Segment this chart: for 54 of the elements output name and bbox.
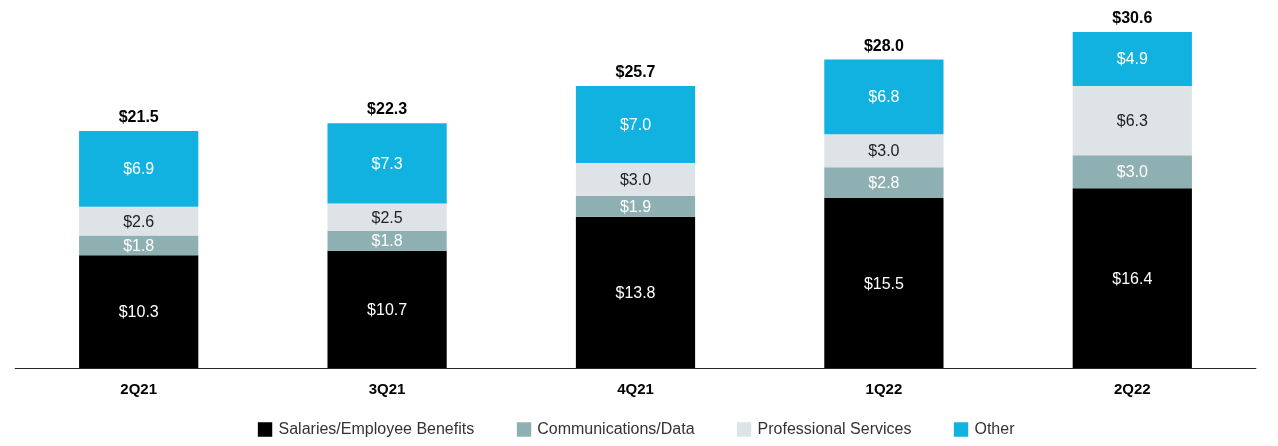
data-label: $15.5 (863, 274, 905, 292)
bar (79, 235, 199, 256)
bar (1072, 188, 1192, 369)
data-label: $3.0 (868, 142, 900, 160)
data-label: $1.8 (123, 236, 155, 254)
data-label: $7.0 (619, 115, 652, 133)
data-label: $3.0 (1116, 163, 1148, 181)
total-label: $30.6 (1112, 9, 1153, 27)
data-label: $1.8 (371, 232, 403, 250)
data-label: $13.8 (615, 284, 656, 302)
data-label: $4.9 (1116, 50, 1148, 68)
data-label: $6.8 (868, 88, 900, 106)
legend-label: Professional Services (757, 420, 912, 438)
bar (327, 231, 447, 251)
data-label: $2.6 (123, 212, 155, 230)
bar (1072, 32, 1192, 86)
legend-label: Other (974, 420, 1015, 438)
bar (79, 131, 199, 207)
bar (824, 134, 944, 168)
data-label: $10.7 (367, 301, 408, 319)
x-tick-label: 1Q22 (865, 379, 903, 397)
bar (575, 216, 696, 369)
data-label: $6.9 (123, 160, 155, 178)
data-label: $10.3 (118, 303, 159, 321)
bar (575, 162, 696, 196)
data-label: $3.0 (619, 170, 652, 188)
data-label: $2.5 (371, 208, 403, 226)
legend-label: Communications/Data (537, 420, 695, 438)
legend-label: Salaries/Employee Benefits (278, 420, 475, 438)
bar (1072, 85, 1192, 156)
bar (79, 206, 199, 236)
bar (575, 195, 696, 217)
data-label: $6.3 (1116, 112, 1148, 130)
data-label: $16.4 (1112, 269, 1153, 287)
bar (327, 203, 447, 232)
x-tick-label: 3Q21 (368, 379, 406, 397)
data-label: $7.3 (371, 154, 403, 172)
data-label: $2.8 (868, 174, 900, 192)
bar (575, 85, 696, 163)
bar (1072, 155, 1192, 189)
bar (327, 250, 447, 369)
bar (327, 123, 447, 204)
bar (79, 255, 199, 369)
bar (824, 198, 944, 369)
data-label: $1.9 (619, 197, 652, 215)
bar (824, 59, 944, 135)
total-label: $25.7 (615, 62, 656, 80)
x-tick-label: 2Q21 (120, 379, 158, 397)
total-label: $21.5 (118, 108, 159, 126)
x-tick-label: 2Q22 (1113, 379, 1151, 397)
bar (824, 167, 944, 199)
total-label: $22.3 (367, 100, 408, 118)
total-label: $28.0 (863, 36, 905, 54)
x-tick-label: 4Q21 (617, 379, 654, 397)
